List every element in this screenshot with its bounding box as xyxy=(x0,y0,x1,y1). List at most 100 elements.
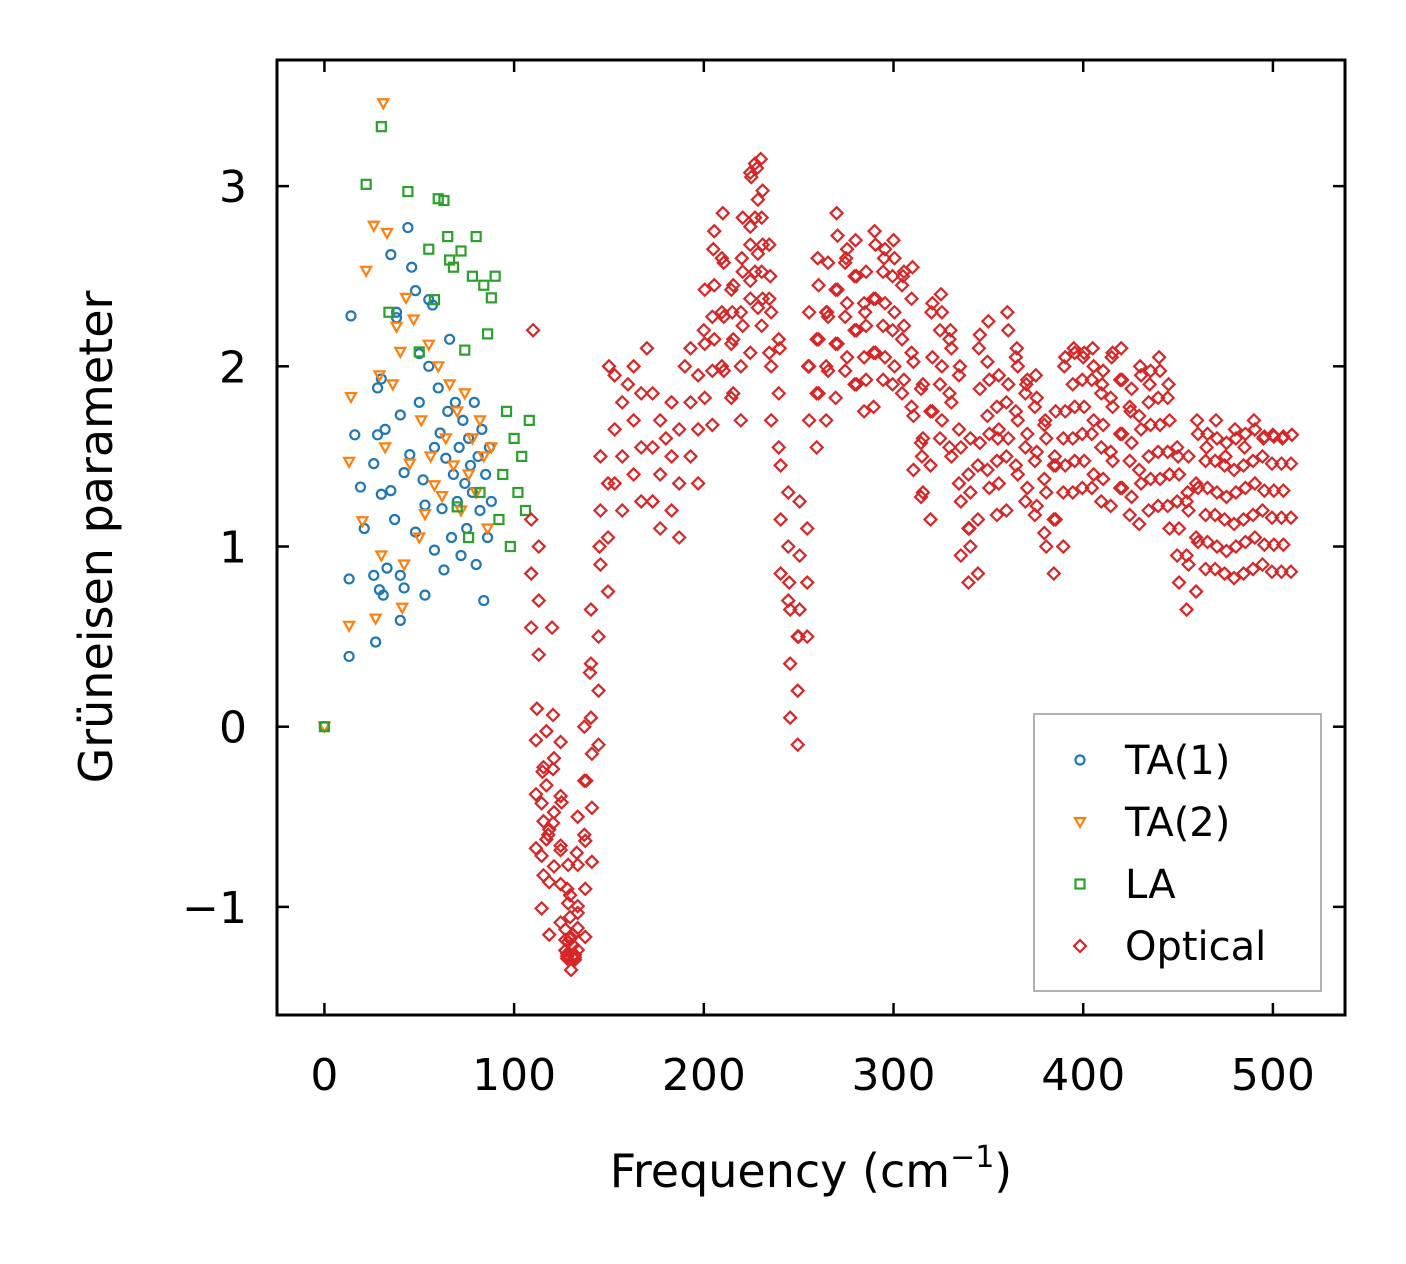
data-point xyxy=(349,429,361,441)
data-point xyxy=(1226,570,1242,586)
data-point xyxy=(706,223,722,239)
legend-label-optical: Optical xyxy=(1125,924,1266,970)
data-point xyxy=(601,358,617,374)
data-point xyxy=(1245,561,1261,577)
data-point xyxy=(1160,444,1176,460)
data-point xyxy=(1122,507,1138,523)
data-point xyxy=(545,815,561,831)
data-point xyxy=(1283,564,1299,580)
data-point xyxy=(528,786,544,802)
data-point xyxy=(830,282,846,298)
data-point xyxy=(523,414,535,426)
data-point xyxy=(1151,349,1167,365)
data-point xyxy=(716,363,732,379)
data-point xyxy=(857,304,873,320)
data-point xyxy=(1236,439,1253,455)
data-point xyxy=(1046,565,1062,582)
data-point xyxy=(704,363,720,379)
data-point xyxy=(1218,435,1234,451)
data-point xyxy=(1086,412,1102,428)
data-point xyxy=(837,363,853,379)
y-tick-label: 0 xyxy=(219,703,247,754)
data-point xyxy=(383,306,395,318)
data-point xyxy=(811,385,827,401)
data-point xyxy=(1057,457,1073,473)
data-point xyxy=(457,414,469,426)
data-point xyxy=(1132,358,1148,374)
data-point xyxy=(839,295,855,311)
data-point xyxy=(553,838,569,854)
data-point xyxy=(790,737,806,753)
data-point xyxy=(620,376,636,392)
data-point xyxy=(742,165,758,181)
data-point xyxy=(553,788,569,804)
data-point xyxy=(933,286,949,302)
data-point xyxy=(714,250,730,266)
data-point xyxy=(600,529,616,546)
data-point xyxy=(998,502,1014,519)
data-point xyxy=(972,381,988,397)
data-point xyxy=(1057,403,1073,419)
data-point xyxy=(459,344,471,356)
data-point xyxy=(1055,538,1071,555)
data-point xyxy=(485,495,497,508)
data-point xyxy=(704,417,720,433)
data-point xyxy=(1105,453,1121,469)
data-point xyxy=(980,313,996,329)
data-point xyxy=(811,331,827,347)
data-point xyxy=(538,723,554,739)
data-point xyxy=(922,403,939,419)
data-point xyxy=(461,522,473,535)
data-point xyxy=(442,230,454,243)
data-point xyxy=(838,250,854,266)
data-point xyxy=(1124,489,1140,505)
data-point xyxy=(970,511,986,528)
data-point xyxy=(385,485,397,497)
data-point xyxy=(885,268,901,284)
data-point xyxy=(885,322,901,338)
data-point xyxy=(466,270,478,282)
data-point xyxy=(394,569,406,581)
data-point xyxy=(896,318,912,334)
plot-frame xyxy=(275,58,1347,1017)
data-point xyxy=(1283,510,1299,526)
data-point xyxy=(761,237,777,253)
data-point xyxy=(534,900,550,916)
data-point xyxy=(421,339,436,352)
data-point xyxy=(418,508,432,522)
data-point xyxy=(398,582,410,594)
data-point xyxy=(531,647,547,663)
data-point xyxy=(725,385,741,401)
data-point xyxy=(423,451,438,464)
data-point xyxy=(645,385,661,401)
data-point xyxy=(1171,574,1187,591)
data-point xyxy=(577,929,593,945)
data-point xyxy=(1245,507,1261,523)
data-point xyxy=(690,421,706,437)
data-point xyxy=(924,349,940,365)
data-point xyxy=(1180,502,1197,519)
data-point xyxy=(432,193,444,205)
data-point xyxy=(820,255,836,271)
data-point xyxy=(419,589,431,601)
data-point xyxy=(570,920,586,936)
data-point xyxy=(474,504,486,517)
data-point xyxy=(1217,448,1234,464)
data-point xyxy=(523,620,539,636)
data-point xyxy=(943,448,959,464)
data-point xyxy=(470,230,482,243)
data-point xyxy=(771,439,787,455)
data-point xyxy=(1141,394,1157,410)
data-point xyxy=(546,750,562,766)
data-point xyxy=(830,336,846,352)
data-point xyxy=(742,237,758,253)
data-point xyxy=(366,220,381,234)
data-point xyxy=(404,449,416,461)
data-point xyxy=(922,457,939,473)
series-la xyxy=(318,121,535,733)
data-point xyxy=(989,399,1005,415)
data-point xyxy=(385,379,400,392)
legend: TA(1) TA(2) LA Optical xyxy=(1033,713,1322,992)
data-point xyxy=(381,562,393,574)
data-point xyxy=(960,466,977,482)
